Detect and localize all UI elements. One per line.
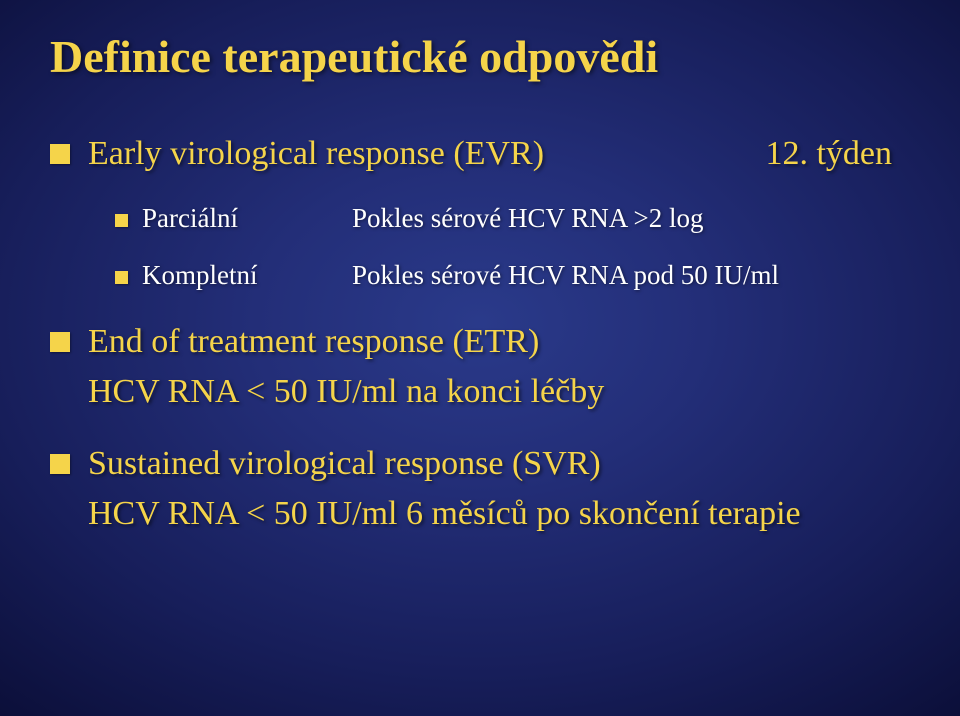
- item-evr: Early virological response (EVR) 12. týd…: [50, 133, 910, 173]
- item-svr-label: Sustained virological response (SVR): [88, 445, 910, 483]
- slide-title: Definice terapeutické odpovědi: [50, 30, 910, 83]
- item-evr-right: 12. týden: [765, 135, 910, 173]
- bullet-icon: [50, 332, 70, 352]
- evr-sub-complete-desc: Pokles sérové HCV RNA pod 50 IU/ml: [352, 260, 779, 291]
- item-svr: Sustained virological response (SVR) HCV…: [50, 443, 910, 537]
- item-etr-label: End of treatment response (ETR): [88, 323, 910, 361]
- item-etr-cont: HCV RNA < 50 IU/ml na konci léčby: [88, 369, 910, 415]
- bullet-icon: [115, 214, 128, 227]
- evr-sub-group: Parciální Pokles sérové HCV RNA >2 log K…: [115, 203, 910, 291]
- bullet-icon: [50, 454, 70, 474]
- evr-sub-complete: Kompletní Pokles sérové HCV RNA pod 50 I…: [115, 260, 910, 291]
- evr-sub-partial-desc: Pokles sérové HCV RNA >2 log: [352, 203, 704, 234]
- bullet-icon: [115, 271, 128, 284]
- evr-sub-complete-name: Kompletní: [142, 260, 352, 291]
- slide: Definice terapeutické odpovědi Early vir…: [0, 0, 960, 716]
- item-svr-cont: HCV RNA < 50 IU/ml 6 měsíců po skončení …: [88, 491, 910, 537]
- item-evr-label: Early virological response (EVR): [88, 135, 765, 173]
- evr-sub-partial-name: Parciální: [142, 203, 352, 234]
- bullet-icon: [50, 144, 70, 164]
- evr-sub-partial: Parciální Pokles sérové HCV RNA >2 log: [115, 203, 910, 234]
- item-etr: End of treatment response (ETR) HCV RNA …: [50, 321, 910, 415]
